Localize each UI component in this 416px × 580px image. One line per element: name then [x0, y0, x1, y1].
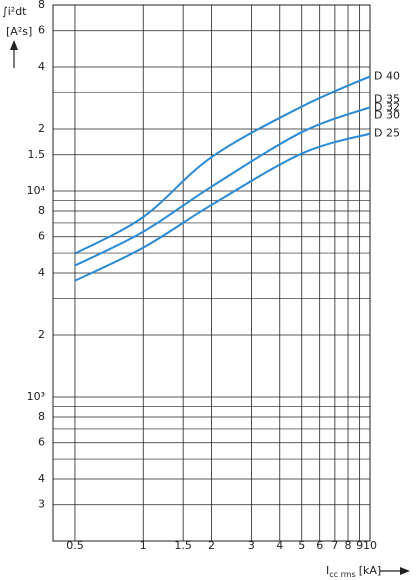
x-tick-label: 1 [140, 539, 147, 552]
x-tick-label: 0.5 [66, 539, 84, 552]
x-label-main: I [326, 564, 329, 577]
y-label: ∫i²dt [2, 5, 27, 18]
y-tick-label: 1.5 [28, 148, 46, 161]
x-label-unit: [kA] [359, 564, 381, 577]
y-arrow-head [10, 40, 18, 50]
y-tick-label: 2 [38, 122, 45, 135]
y-tick-label: 4 [38, 266, 45, 279]
x-label: Icc rms [kA] [326, 564, 381, 579]
y-tick-label: 8 [38, 0, 45, 11]
x-tick-label: 9 [356, 539, 363, 552]
y-label-unit: [A²s] [6, 25, 32, 38]
y-tick-label: 4 [38, 472, 45, 485]
y-tick-label: 6 [38, 24, 45, 37]
x-tick-label: 1.5 [174, 539, 192, 552]
y-tick-label: 6 [38, 230, 45, 243]
x-tick-label: 4 [276, 539, 283, 552]
x-tick-label: 10 [363, 539, 377, 552]
x-tick-label: 8 [345, 539, 352, 552]
y-tick-label: 4 [38, 60, 45, 73]
series-label: D 25 [374, 127, 400, 140]
y-tick-label: 2 [38, 328, 45, 341]
curve [74, 132, 371, 282]
x-tick-label: 2 [208, 539, 215, 552]
series-label: D 40 [374, 69, 400, 82]
x-tick-label: 5 [298, 539, 305, 552]
y-tick-label: 8 [38, 204, 45, 217]
x-tick-label: 7 [331, 539, 338, 552]
x-arrow-head [400, 567, 410, 575]
x-tick-label: 6 [316, 539, 323, 552]
series-label: D 32 [374, 100, 400, 113]
curve [74, 106, 371, 267]
y-tick-label: 8 [38, 410, 45, 423]
x-tick-label: 3 [248, 539, 255, 552]
y-tick-label: 3 [38, 498, 45, 511]
y-tick-label: 10⁴ [27, 184, 46, 197]
y-tick-label: 6 [38, 436, 45, 449]
x-label-sub: cc rms [329, 570, 355, 579]
y-tick-label: 10³ [27, 390, 45, 403]
series-label: D 35 [374, 92, 400, 105]
curve [74, 75, 371, 255]
series-label: D 30 [374, 108, 400, 121]
